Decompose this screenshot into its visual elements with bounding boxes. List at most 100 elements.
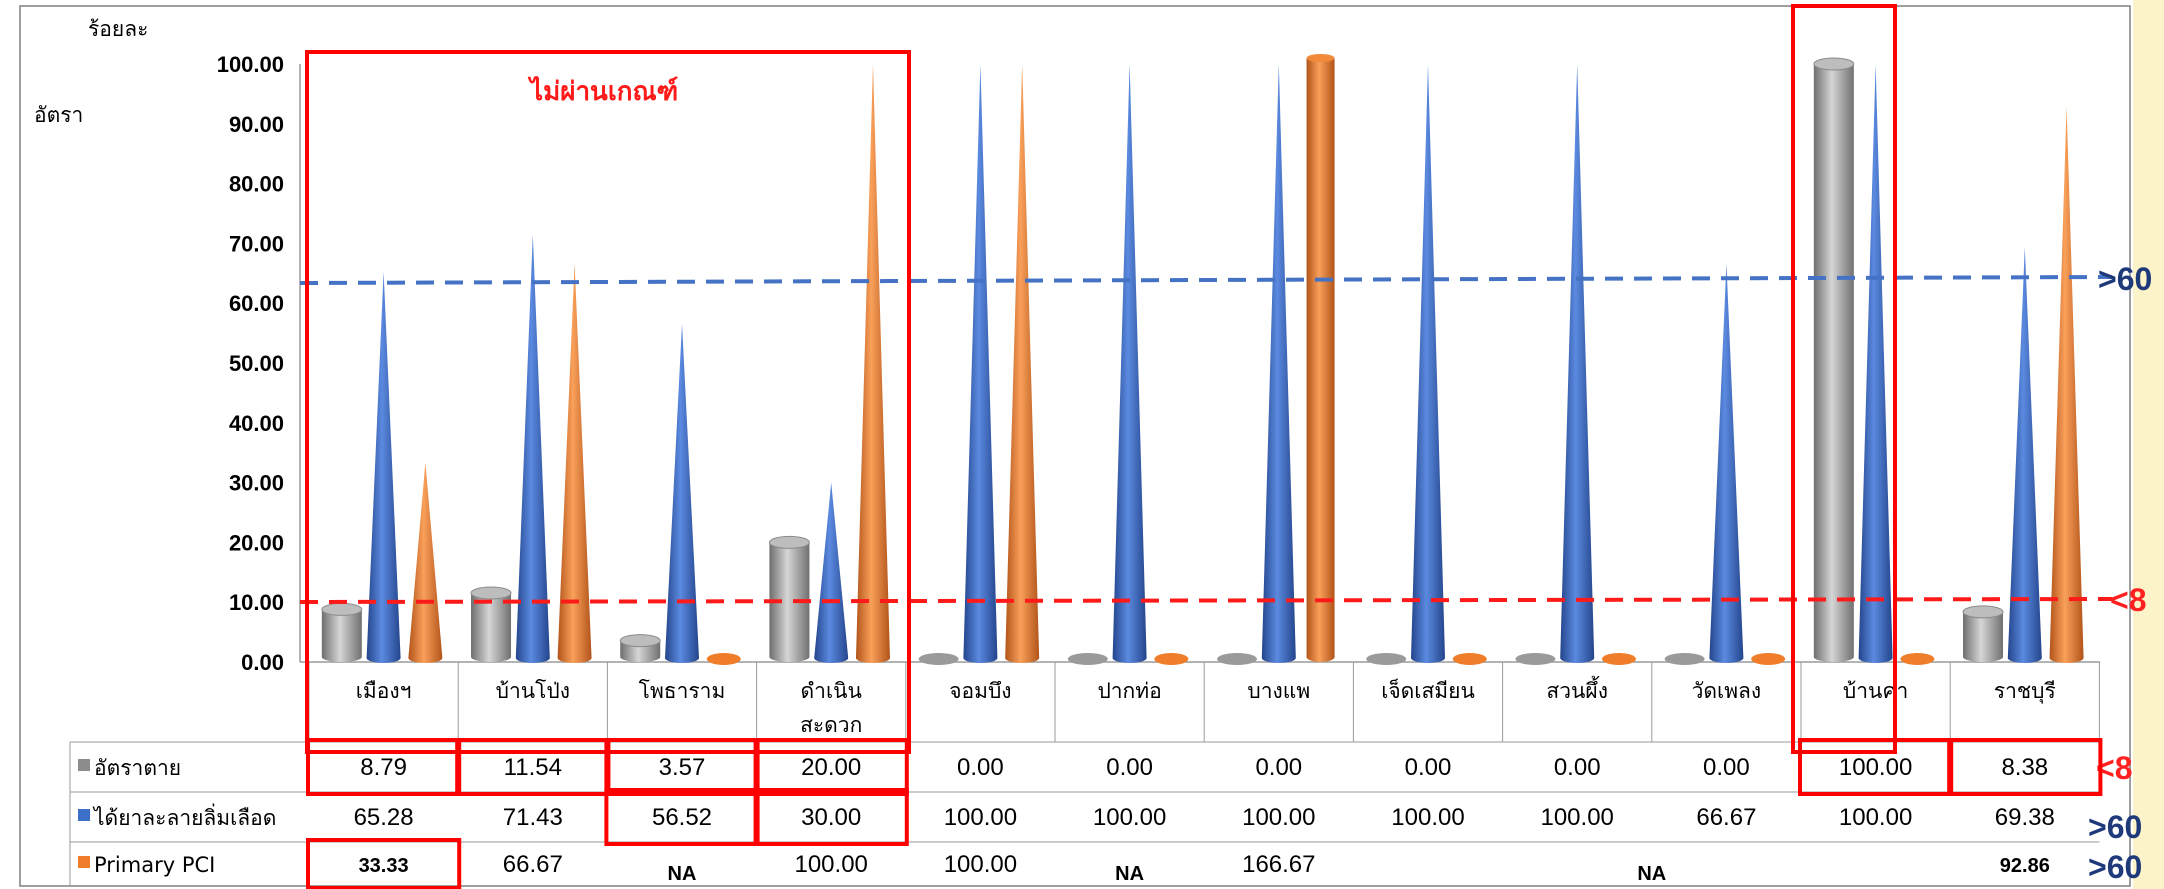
pci-cone [855, 64, 890, 663]
table-cell: 100.00 [1391, 804, 1464, 831]
pci-cone-base [1452, 653, 1487, 665]
legend-swatch [78, 809, 90, 821]
table-cell: 71.43 [503, 804, 563, 831]
table-cell: 166.67 [1242, 851, 1315, 878]
row-label: อัตราตาย [94, 756, 181, 780]
thrombolysis-cone [814, 482, 849, 663]
cell-highlight [306, 838, 462, 889]
table-cell: 100.00 [1093, 804, 1166, 831]
table-cell: 11.54 [504, 754, 562, 781]
cell-highlight [604, 788, 760, 846]
table-cell: 65.28 [354, 804, 414, 831]
table-cell: 0.00 [1405, 754, 1452, 781]
cell-highlight [1798, 738, 1954, 796]
cell-highlight [604, 738, 760, 796]
pci-cone [557, 263, 592, 663]
table-cell: 0.00 [1554, 754, 1601, 781]
y-tick-label: 100.00 [217, 52, 284, 77]
table-cell: 100.00 [1839, 804, 1912, 831]
cell-highlights [306, 738, 2103, 889]
table-cell: 100.00 [1242, 804, 1315, 831]
table-threshold-pci: >60 [2088, 849, 2142, 885]
y-tick-label: 90.00 [229, 112, 284, 137]
table-cell: 0.00 [1255, 754, 1302, 781]
y-tick-label: 20.00 [229, 530, 284, 555]
y-axis-title-top: ร้อยละ [88, 17, 148, 41]
legend-swatch [78, 856, 90, 868]
table-cell: 0.00 [1106, 754, 1153, 781]
pci-cone-base [1900, 653, 1935, 665]
table-cell: 20.00 [801, 754, 861, 781]
mortality-bar [1067, 653, 1108, 665]
y-axis-title-side: อัตรา [34, 103, 83, 127]
pci-cone-base [1601, 653, 1636, 665]
y-tick-label: 10.00 [229, 590, 284, 615]
table-threshold-thrombolysis: >60 [2088, 809, 2142, 845]
mortality-bar-top [619, 634, 661, 648]
cell-highlight [455, 738, 611, 796]
mortality-bar [471, 592, 512, 663]
category-label: จอมบึง [949, 679, 1011, 703]
pci-cone [1306, 58, 1335, 663]
pci-cone [408, 462, 443, 663]
thrombolysis-cone [515, 234, 550, 663]
category-label: ราชบุรี [1994, 679, 2056, 704]
mortality-bar [1217, 653, 1258, 665]
table-cell: 66.67 [503, 851, 563, 878]
thrombolysis-cone [1112, 64, 1147, 663]
threshold-line-red [299, 597, 2113, 604]
highlight-bankha [1791, 4, 1897, 754]
table-cell: 33.33 [359, 855, 409, 877]
mortality-bar [321, 609, 362, 663]
chart-frame [19, 5, 2131, 887]
table-cell: 100.00 [794, 851, 867, 878]
y-tick-label: 40.00 [229, 411, 284, 436]
y-tick-label: 0.00 [241, 650, 284, 675]
table-cell: 66.67 [1696, 804, 1756, 831]
pci-cone [1005, 64, 1040, 663]
mortality-bar [1813, 64, 1854, 663]
table-cell: 56.52 [652, 804, 712, 831]
category-label: เมืองฯ [356, 679, 412, 703]
mortality-bar [1515, 653, 1556, 665]
pci-cone [2049, 106, 2084, 663]
y-tick-label: 30.00 [229, 471, 284, 496]
mortality-bar-top [1962, 605, 2004, 619]
thrombolysis-cone [2007, 247, 2042, 663]
category-label: โพธาราม [639, 679, 726, 703]
thrombolysis-cone [665, 324, 699, 663]
mortality-bar [918, 653, 959, 665]
category-label: ปากท่อ [1097, 679, 1161, 703]
background-strip [2133, 0, 2164, 889]
thrombolysis-cone [963, 64, 998, 663]
category-label: บ้านโป่ง [496, 679, 570, 703]
mortality-bar [769, 542, 810, 663]
row-label: ได้ยาละลายลิ่มเลือด [92, 803, 276, 830]
y-axis: 0.00 10.00 20.00 30.00 40.00 50.00 60.00 70.00 8… [217, 52, 284, 675]
mortality-bar [1664, 653, 1705, 665]
thrombolysis-cone [366, 271, 401, 663]
category-label: เจ็ดเสมียน [1381, 677, 1475, 703]
thrombolysis-cone [1858, 64, 1893, 663]
threshold-label-blue: >60 [2098, 261, 2152, 297]
mortality-bar-top [768, 535, 810, 549]
table-cell: 100.00 [944, 851, 1017, 878]
legend-swatch [78, 759, 90, 771]
table-cell: 100.00 [1540, 804, 1613, 831]
table-cell: 8.38 [2001, 754, 2048, 781]
table-cell: NA [1115, 863, 1144, 885]
mortality-bar [1963, 611, 2004, 663]
category-label: บางแพ [1247, 679, 1310, 703]
cell-highlight [753, 738, 909, 796]
y-tick-label: 60.00 [229, 291, 284, 316]
thrombolysis-cone [1560, 64, 1595, 663]
thrombolysis-cone [1261, 64, 1296, 663]
table-cell: 0.00 [1703, 754, 1750, 781]
cell-highlight [753, 788, 909, 846]
cell-highlight [306, 738, 462, 796]
mortality-bar [1366, 653, 1407, 665]
cell-highlight [1947, 738, 2103, 796]
chart-marks [321, 54, 2084, 665]
